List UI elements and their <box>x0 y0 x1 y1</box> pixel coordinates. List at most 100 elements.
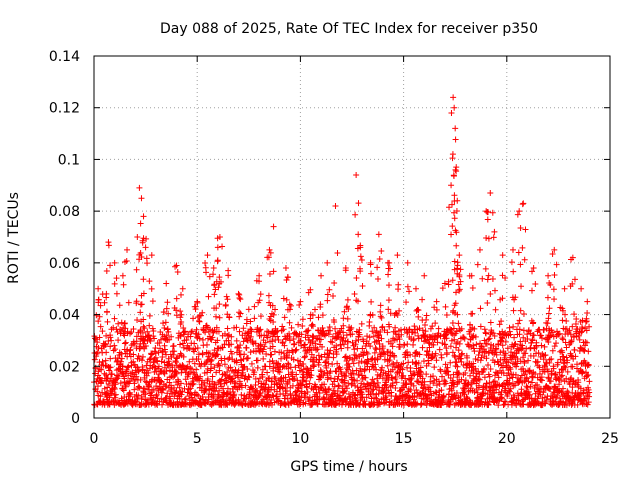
data-point <box>144 334 151 341</box>
data-point <box>252 340 259 347</box>
data-point <box>187 333 194 340</box>
data-point <box>295 321 302 328</box>
data-point <box>351 290 358 297</box>
data-point <box>150 394 157 401</box>
data-point <box>214 258 221 265</box>
data-point <box>421 272 428 279</box>
data-point <box>211 381 218 388</box>
data-point <box>354 345 361 352</box>
data-point <box>415 313 422 320</box>
data-point <box>379 323 386 330</box>
data-point <box>240 338 247 345</box>
data-point <box>201 383 208 390</box>
data-point <box>284 274 291 281</box>
data-point <box>357 244 364 251</box>
data-point <box>499 328 506 335</box>
data-point <box>433 298 440 305</box>
data-point <box>518 283 525 290</box>
data-point <box>431 364 438 371</box>
data-point <box>479 275 486 282</box>
data-point <box>445 278 452 285</box>
data-point <box>441 331 448 338</box>
data-point <box>512 340 519 347</box>
data-point <box>404 259 411 266</box>
data-point <box>511 334 518 341</box>
data-point <box>122 325 129 332</box>
data-point <box>401 384 408 391</box>
data-point <box>487 319 494 326</box>
data-point <box>495 374 502 381</box>
data-point <box>519 201 526 208</box>
data-point <box>186 358 193 365</box>
data-point <box>529 373 536 380</box>
data-point <box>335 373 342 380</box>
data-point <box>514 356 521 363</box>
data-point <box>206 387 213 394</box>
data-point <box>95 296 102 303</box>
data-point <box>224 325 231 332</box>
data-point <box>213 351 220 358</box>
data-point <box>139 357 146 364</box>
data-point <box>304 388 311 395</box>
data-point <box>412 349 419 356</box>
data-point <box>501 331 508 338</box>
data-point <box>448 231 455 238</box>
data-point <box>525 378 532 385</box>
data-point <box>584 361 591 368</box>
data-point <box>101 299 108 306</box>
data-point <box>102 357 109 364</box>
data-point <box>113 275 120 282</box>
data-point <box>336 328 343 335</box>
data-point <box>158 389 165 396</box>
data-point <box>140 323 147 330</box>
data-point <box>107 355 114 362</box>
data-point <box>206 333 213 340</box>
data-point <box>448 387 455 394</box>
data-point <box>256 327 263 334</box>
data-point <box>506 388 513 395</box>
data-point <box>240 325 247 332</box>
data-point <box>199 309 206 316</box>
data-point <box>423 312 430 319</box>
data-point <box>481 374 488 381</box>
data-point <box>250 340 257 347</box>
data-point <box>180 353 187 360</box>
data-point <box>515 347 522 354</box>
data-point <box>219 243 226 250</box>
data-point <box>329 361 336 368</box>
data-point <box>392 373 399 380</box>
data-point <box>467 326 474 333</box>
data-point <box>131 380 138 387</box>
data-point <box>157 379 164 386</box>
data-point <box>358 394 365 401</box>
y-tick-label: 0.04 <box>49 308 80 324</box>
data-point <box>193 326 200 333</box>
plot-frame <box>93 55 611 419</box>
data-point <box>252 375 259 382</box>
data-point <box>477 323 484 330</box>
data-point <box>416 325 423 332</box>
data-point <box>164 299 171 306</box>
data-point <box>215 328 222 335</box>
data-point <box>214 351 221 358</box>
data-point <box>280 326 287 333</box>
data-point <box>426 384 433 391</box>
data-point <box>328 392 335 399</box>
data-point <box>484 216 491 223</box>
data-point <box>291 376 298 383</box>
data-point <box>155 349 162 356</box>
data-point <box>283 296 290 303</box>
data-point <box>519 345 526 352</box>
data-point <box>404 348 411 355</box>
data-point <box>327 338 334 345</box>
data-point <box>394 252 401 259</box>
data-point <box>493 345 500 352</box>
data-point <box>374 355 381 362</box>
data-point <box>529 268 536 275</box>
data-point <box>94 349 101 356</box>
data-point <box>453 164 460 171</box>
data-point <box>303 383 310 390</box>
data-point <box>452 125 459 132</box>
data-point <box>528 395 535 402</box>
data-point <box>146 312 153 319</box>
